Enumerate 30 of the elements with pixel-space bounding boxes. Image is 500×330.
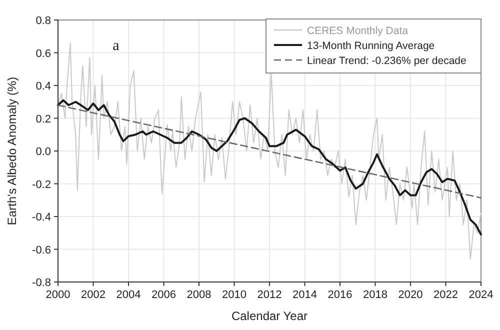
line-series <box>57 99 482 236</box>
x-tick-label: 2008 <box>186 289 212 301</box>
legend-label: 13-Month Running Average <box>307 40 435 52</box>
x-tick-label: 2010 <box>222 289 246 301</box>
x-tick-label: 2002 <box>81 289 106 301</box>
y-tick-label: 0.2 <box>36 113 51 126</box>
x-axis-title: Calendar Year <box>231 309 308 323</box>
x-tick-label: 2000 <box>46 289 70 301</box>
y-tick-label: 0.4 <box>36 80 51 92</box>
line-series <box>58 42 482 260</box>
y-tick-label: 0.8 <box>36 15 51 27</box>
legend-label: CERES Monthly Data <box>307 25 408 37</box>
x-tick-label: 2022 <box>434 289 458 301</box>
x-tick-label: 2012 <box>257 289 282 301</box>
annotation: a <box>112 38 120 54</box>
x-tick-label: 2016 <box>328 289 352 301</box>
y-tick-label: -0.4 <box>32 212 51 224</box>
y-tick-label: 0.0 <box>36 146 51 158</box>
x-tick-label: 2020 <box>398 289 423 301</box>
x-tick-label: 2024 <box>468 289 494 301</box>
y-tick-label: -0.8 <box>32 277 51 289</box>
x-tick-label: 2006 <box>152 289 176 301</box>
x-tick-label: 2018 <box>363 289 388 301</box>
x-tick-label: 2014 <box>292 289 317 301</box>
y-axis-title: Earth's Albedo Anomaly (%) <box>5 76 19 226</box>
y-tick-label: 0.6 <box>36 48 51 60</box>
y-tick-label: -0.2 <box>32 178 51 191</box>
x-tick-label: 2004 <box>116 289 141 301</box>
legend-label: Linear Trend: -0.236% per decade <box>307 55 467 67</box>
y-tick-label: -0.6 <box>32 244 51 256</box>
